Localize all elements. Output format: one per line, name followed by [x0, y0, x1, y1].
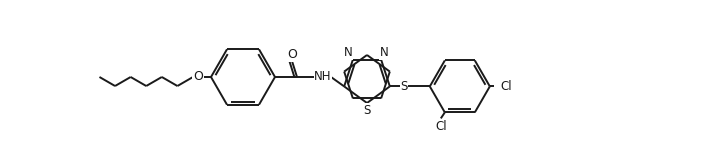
- Text: N: N: [344, 46, 352, 59]
- Text: S: S: [363, 104, 371, 116]
- Text: Cl: Cl: [435, 120, 447, 133]
- Text: S: S: [400, 80, 407, 93]
- Text: O: O: [193, 70, 203, 83]
- Text: Cl: Cl: [500, 80, 512, 93]
- Text: N: N: [379, 46, 389, 59]
- Text: O: O: [287, 48, 297, 62]
- Text: NH: NH: [314, 70, 332, 83]
